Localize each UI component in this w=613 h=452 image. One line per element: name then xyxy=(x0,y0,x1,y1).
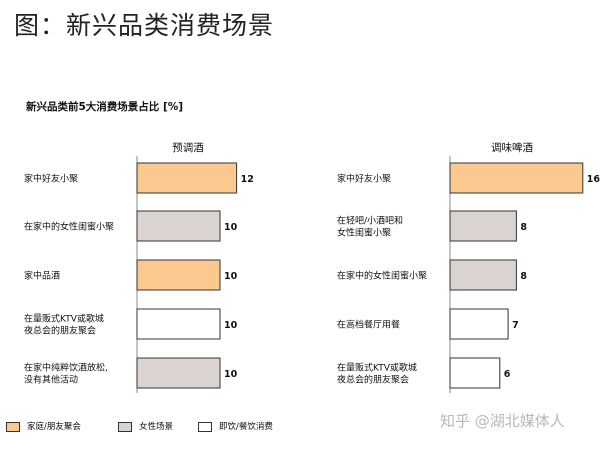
legend-label-on-premise: 即饮/餐饮消费 xyxy=(219,422,273,432)
panel-2-value-label-3: 8 xyxy=(520,271,527,282)
panel-2-category-label-2-1: 在轻吧/小酒吧和 xyxy=(337,215,403,227)
panel-2-category-label-2-2: 女性闺蜜小聚 xyxy=(337,227,391,239)
panel-2-bar-2 xyxy=(449,210,517,242)
legend-label-female: 女性场景 xyxy=(139,422,174,432)
page-title: 图：新兴品类消费场景 xyxy=(14,11,275,40)
panel-1-category-label-2-1: 在家中的女性闺蜜小聚 xyxy=(24,221,114,233)
panel-1-category-label-1-1: 家中好友小聚 xyxy=(24,173,78,185)
chart-title: 新兴品类前5大消费场景占比 [%] xyxy=(26,101,184,113)
panel-2-category-label-5-2: 夜总会的朋友聚会 xyxy=(337,374,409,386)
panel-1-category-label-3-1: 家中品酒 xyxy=(24,270,60,282)
panel-1-bar-4 xyxy=(136,308,221,340)
panel-1-bar-2 xyxy=(136,210,221,242)
legend-label-family-friends: 家庭/朋友聚会 xyxy=(27,422,81,432)
panel-2-bar-4 xyxy=(449,308,509,340)
panel-1-value-label-5: 10 xyxy=(224,369,238,380)
panel-2-category-label-3-1: 在家中的女性闺蜜小聚 xyxy=(337,270,427,282)
legend-swatch-family-friends xyxy=(6,422,20,432)
panel-1-category-label-4-2: 夜总会的朋友聚会 xyxy=(24,325,96,337)
panel-2-bar-5 xyxy=(449,357,501,389)
panel-2-value-label-5: 6 xyxy=(504,369,511,380)
panel-2-bar-3 xyxy=(449,259,517,291)
panel-2-category-label-1-1: 家中好友小聚 xyxy=(337,173,391,185)
panel-1-value-label-1: 12 xyxy=(241,174,254,185)
panel-1-category-label-5-2: 没有其他活动 xyxy=(24,374,78,386)
panel-1-header: 预调酒 xyxy=(172,141,204,154)
watermark: 知乎 @湖北媒体人 xyxy=(440,412,565,430)
panel-2-value-label-2: 8 xyxy=(520,222,527,233)
panel-2-bar-1 xyxy=(449,162,584,194)
legend-swatch-on-premise xyxy=(198,422,212,432)
panel-1-category-label-4-1: 在量贩式KTV或歌城 xyxy=(24,313,104,325)
panel-1-bar-1 xyxy=(136,162,238,194)
panel-2-category-label-5-1: 在量贩式KTV或歌城 xyxy=(337,362,417,374)
panel-1-bar-3 xyxy=(136,259,221,291)
panel-1-value-label-4: 10 xyxy=(224,320,238,331)
panel-2-header: 调味啤酒 xyxy=(491,141,533,154)
panel-2-value-label-4: 7 xyxy=(512,320,519,331)
panel-1-bar-5 xyxy=(136,357,221,389)
legend-swatch-female xyxy=(118,422,132,432)
panel-1-category-label-5-1: 在家中纯粹饮酒放松, xyxy=(24,362,108,374)
panel-2-value-label-1: 16 xyxy=(587,174,601,185)
panel-1-value-label-3: 10 xyxy=(224,271,238,282)
panel-1-value-label-2: 10 xyxy=(224,222,238,233)
panel-2-category-label-4-1: 在高档餐厅用餐 xyxy=(337,319,400,331)
